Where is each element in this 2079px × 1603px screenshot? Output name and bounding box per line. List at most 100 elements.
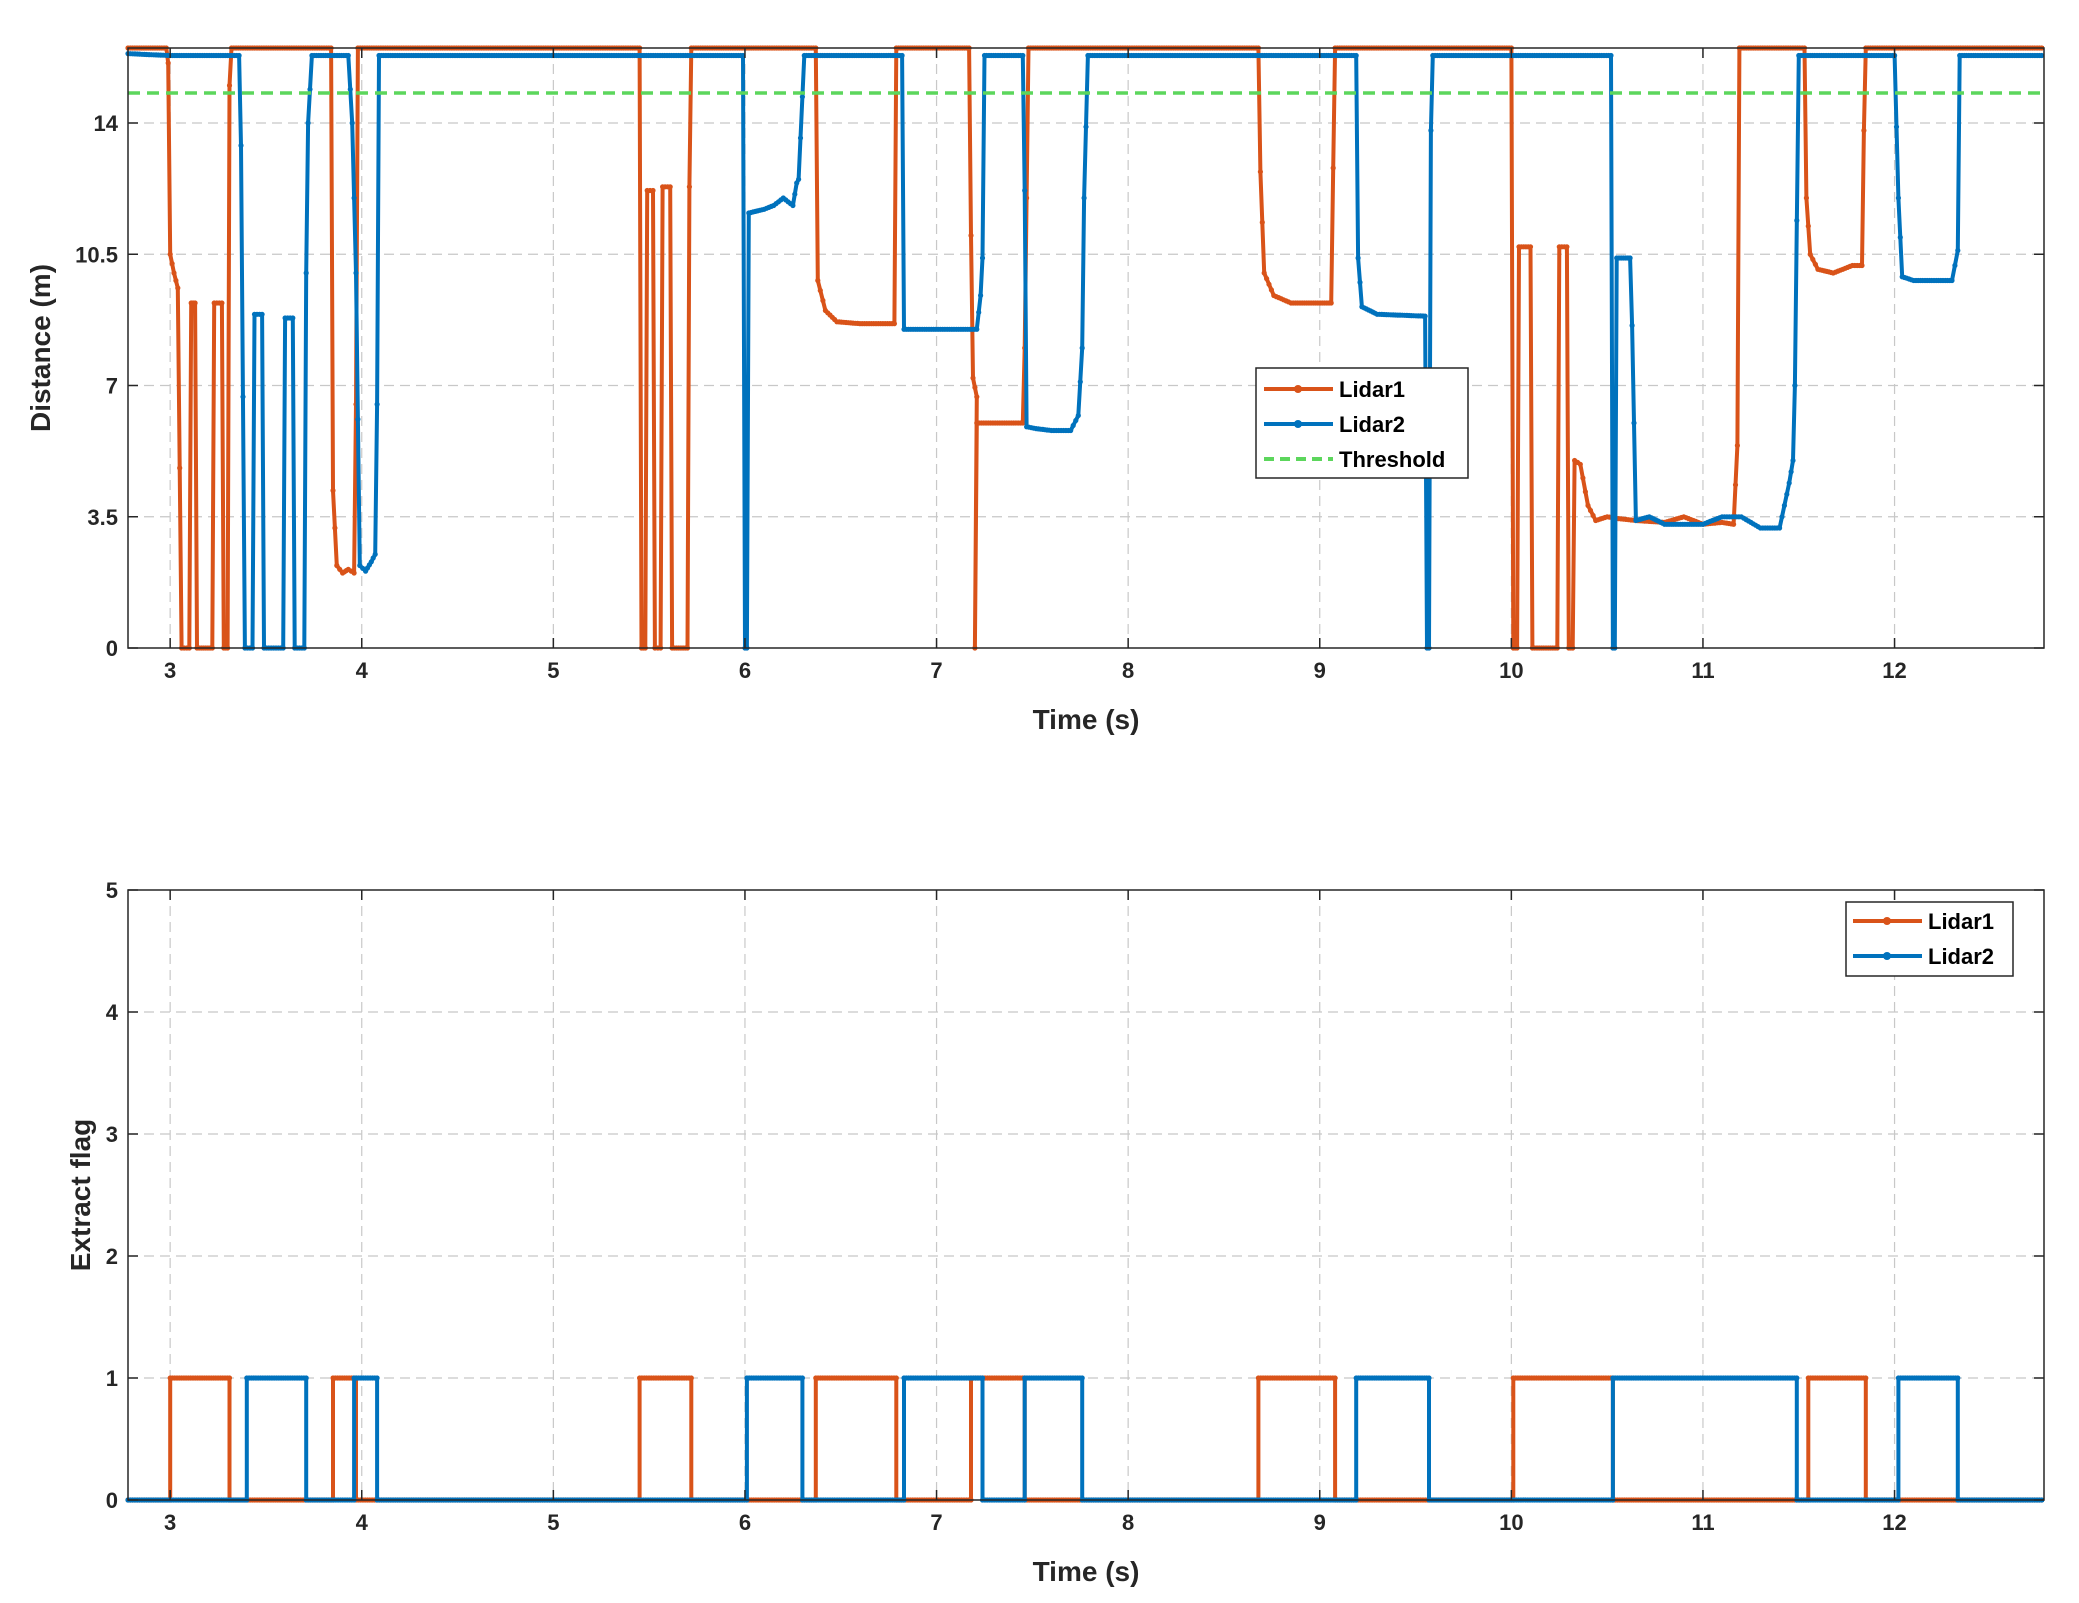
distance-point: [1257, 169, 1263, 175]
extract-flag-legend: Lidar1 Lidar2: [1845, 901, 2014, 977]
extract-flag-point: [1955, 1375, 1961, 1381]
distance-point: [169, 261, 175, 267]
extract-flag-legend-label-lidar1: Lidar1: [1928, 909, 1994, 934]
distance-point: [167, 251, 173, 257]
distance-axes-box: [127, 47, 2045, 649]
extract-flag-point: [979, 1375, 986, 1381]
distance-y-tick-label: 3.5: [87, 505, 118, 530]
distance-x-tick-label: 10: [1499, 658, 1523, 683]
distance-point: [1777, 525, 1783, 531]
distance-point: [667, 184, 673, 190]
distance-point: [1779, 514, 1785, 520]
extract-flag-x-tick-label: 7: [930, 1510, 942, 1535]
distance-point: [815, 277, 821, 284]
distance-point: [330, 487, 336, 494]
distance-x-tick-label: 4: [356, 658, 369, 683]
distance-point: [1075, 412, 1081, 419]
distance-y-tick-label: 10.5: [75, 242, 118, 267]
distance-point: [1580, 475, 1586, 481]
distance-point: [1952, 262, 1958, 269]
extract-flag-y-ticks: 0 1 2 3 4 5: [106, 878, 2044, 1513]
distance-point: [1631, 420, 1637, 426]
distance-point: [1587, 507, 1594, 514]
extract-flag-y-tick-label: 3: [106, 1122, 118, 1147]
extract-flag-point: [303, 1375, 309, 1381]
distance-point: [899, 52, 905, 59]
distance-point: [351, 195, 357, 201]
distance-point: [1264, 276, 1270, 282]
extract-flag-x-ticks: 3 4 5 6 7 8 9 10 11 12: [164, 890, 1907, 1535]
extract-flag-y-tick-label: 2: [106, 1244, 118, 1269]
distance-x-tick-label: 6: [739, 658, 751, 683]
distance-point: [1859, 262, 1865, 269]
distance-legend-label-lidar1: Lidar1: [1339, 377, 1405, 402]
distance-point: [1355, 255, 1361, 261]
distance-point: [820, 297, 826, 304]
extract-flag-point: [893, 1375, 899, 1381]
distance-point: [337, 566, 343, 572]
extract-flag-point: [1332, 1375, 1338, 1381]
extract-flag-legend-marker-lidar1: [1883, 917, 1891, 925]
distance-point: [1582, 489, 1588, 495]
distance-point: [351, 570, 357, 576]
extract-flag-grid: [128, 890, 2044, 1500]
extract-flag-y-tick-label: 4: [106, 1000, 119, 1025]
distance-point: [290, 315, 296, 321]
distance-point: [790, 202, 796, 209]
distance-point: [374, 401, 380, 407]
distance-point: [1585, 502, 1591, 509]
distance-legend-label-lidar2: Lidar2: [1339, 412, 1405, 437]
distance-point: [972, 384, 978, 390]
extract-flag-y-tick-label: 0: [106, 1488, 118, 1513]
distance-point: [1786, 480, 1792, 486]
distance-x-tick-label: 3: [164, 658, 176, 683]
extract-flag-y-tick-label: 1: [106, 1366, 118, 1391]
distance-point: [1428, 127, 1434, 134]
distance-point: [353, 270, 359, 276]
distance-point: [978, 292, 984, 299]
distance-point: [979, 255, 986, 261]
distance-point: [976, 309, 982, 315]
distance-point: [1627, 255, 1633, 261]
distance-point: [1070, 422, 1076, 429]
distance-point: [173, 277, 179, 284]
distance-point: [334, 562, 340, 569]
distance-point: [171, 270, 177, 276]
extract-flag-axes-box: [127, 889, 2045, 1501]
extract-flag-y-tick-label: 5: [106, 878, 118, 903]
distance-point: [1949, 277, 1955, 284]
distance-point: [1020, 52, 1026, 59]
distance-legend: Lidar1 Lidar2 Threshold: [1255, 367, 1469, 479]
distance-point: [970, 375, 976, 381]
distance-y-axis-label: Distance (m): [25, 264, 56, 432]
distance-point: [1731, 521, 1737, 527]
distance-point: [799, 94, 806, 100]
distance-point: [238, 142, 244, 149]
extract-flag-legend-box: [1845, 901, 2014, 977]
distance-point: [1955, 247, 1961, 254]
distance-point: [1081, 195, 1087, 201]
extract-flag-x-tick-label: 10: [1499, 1510, 1523, 1535]
distance-point: [1895, 195, 1901, 201]
extract-flag-x-tick-label: 3: [164, 1510, 176, 1535]
distance-point: [1268, 287, 1274, 293]
extract-flag-point: [1079, 1375, 1085, 1381]
distance-point: [1577, 461, 1583, 467]
distance-point: [2039, 52, 2045, 59]
distance-point: [1629, 322, 1635, 329]
extract-flag-point: [1863, 1375, 1869, 1381]
extract-flag-point: [226, 1375, 233, 1381]
extract-flag-x-tick-label: 11: [1691, 1510, 1714, 1535]
distance-legend-label-threshold: Threshold: [1339, 447, 1445, 472]
extract-flag-legend-marker-lidar2: [1883, 952, 1891, 960]
distance-point: [792, 191, 798, 197]
distance-point: [303, 270, 309, 276]
distance-point: [1734, 442, 1740, 449]
distance-point: [1527, 244, 1534, 250]
extract-flag-legend-label-lidar2: Lidar2: [1928, 944, 1994, 969]
extract-flag-point: [799, 1375, 806, 1381]
distance-y-ticks: 0 3.5 7 10.5 14: [75, 111, 2044, 661]
distance-point: [1792, 382, 1798, 389]
distance-point: [817, 287, 823, 294]
